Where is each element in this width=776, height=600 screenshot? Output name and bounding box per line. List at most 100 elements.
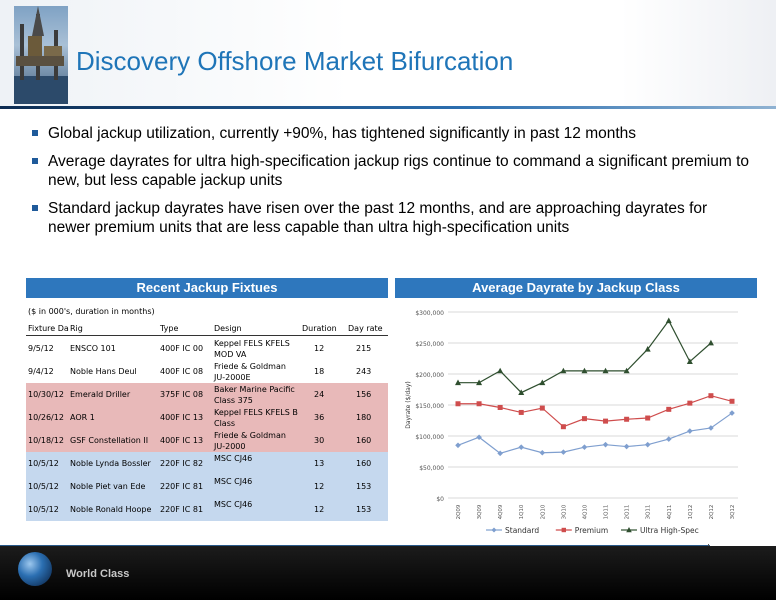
data-point (665, 317, 672, 324)
bullet-text: Global jackup utilization, currently +90… (48, 125, 637, 142)
data-point (644, 441, 651, 448)
table-cell-duration: 24 (314, 390, 325, 399)
x-tick-label: 2Q12 (709, 505, 715, 520)
table-cell-rig: Noble Lynda Bossler (70, 459, 151, 468)
bullet-text: Average dayrates for ultra high-specific… (48, 153, 750, 189)
x-tick-label: 2Q09 (456, 504, 462, 519)
table-cell-design: Keppel FELS KFELS B Class (214, 408, 298, 428)
x-tick-label: 1Q10 (519, 504, 525, 519)
data-point (602, 441, 609, 448)
table-cell-rate: 243 (356, 367, 372, 376)
table-cell-type: 220F IC 81 (160, 482, 204, 491)
data-point (665, 436, 672, 442)
table-cell-date: 9/5/12 (28, 344, 54, 353)
data-point (623, 367, 630, 374)
y-tick-label: $50,000 (419, 465, 444, 472)
table-cell-rate: 153 (356, 482, 372, 491)
table-cell-rig: Noble Hans Deul (70, 367, 137, 376)
chart-panel-header: Average Dayrate by Jackup Class (395, 278, 757, 298)
data-point (518, 409, 524, 415)
bullet-item: Average dayrates for ultra high-specific… (32, 152, 752, 190)
data-point (476, 379, 483, 386)
x-tick-label: 4Q10 (582, 504, 588, 519)
data-point (708, 393, 714, 399)
table-cell-type: 400F IC 00 (160, 344, 204, 353)
legend-marker (626, 527, 632, 533)
bullet-marker (32, 205, 38, 211)
data-point (708, 425, 714, 431)
table-cell-rig: ENSCO 101 (70, 344, 116, 353)
table-cell-rate: 153 (356, 505, 372, 514)
data-point (707, 339, 714, 346)
y-tick-label: $100,000 (415, 434, 444, 441)
table-cell-type: 375F IC 08 (160, 390, 204, 399)
table-row: 10/18/12 GSF Constellation II 400F IC 13 Fr… (26, 429, 388, 452)
data-point (623, 443, 630, 450)
table-note: ($ in 000's, duration in months) (28, 307, 155, 316)
table-cell-date: 10/26/12 (28, 413, 64, 422)
table-cell-rig: Noble Piet van Ede (70, 482, 146, 491)
table-cell-design: Baker Marine Pacific Class 375 (214, 385, 295, 405)
data-point (602, 367, 609, 374)
data-point (518, 389, 525, 395)
x-tick-label: 2Q11 (625, 505, 631, 520)
data-point (603, 418, 609, 424)
data-point (539, 379, 546, 386)
data-point (455, 442, 461, 449)
table-cell-rig: Emerald Driller (70, 390, 131, 399)
table-cell-rate: 215 (356, 344, 372, 353)
table-cell-duration: 12 (314, 344, 325, 353)
table-cell-rate: 156 (356, 390, 372, 399)
footer-brand: World Class (66, 568, 130, 580)
table-cell-date: 10/30/12 (28, 390, 64, 399)
data-point (455, 401, 461, 407)
data-point (687, 428, 693, 434)
data-point (539, 449, 546, 456)
series-line (458, 319, 712, 394)
globe-logo-icon (18, 552, 52, 586)
bullet-item: Global jackup utilization, currently +90… (32, 124, 752, 143)
column-header: Rig (70, 324, 83, 333)
column-header: Design (214, 324, 242, 333)
data-point (455, 379, 461, 386)
legend-marker (491, 527, 497, 533)
table-cell-rate: 160 (356, 459, 372, 468)
data-point (560, 449, 567, 455)
x-tick-label: 1Q11 (604, 505, 610, 520)
y-tick-label: $250,000 (415, 341, 444, 348)
data-point (687, 400, 693, 406)
x-tick-label: 4Q09 (498, 504, 504, 519)
table-row: 10/26/12 AOR 1 400F IC 13 Keppel FELS KFELS… (26, 406, 388, 429)
legend-marker (561, 527, 566, 533)
y-tick-label: $200,000 (415, 372, 444, 379)
data-point (581, 416, 587, 422)
header-divider (0, 106, 776, 109)
table-cell-duration: 12 (314, 482, 325, 491)
table-row: 9/5/12 ENSCO 101 400F IC 00 Keppel FELS KFE… (26, 337, 388, 360)
table-cell-duration: 36 (314, 413, 325, 422)
table-header: Fixture Da Rig Type Design Duration Day … (26, 321, 388, 336)
data-point (644, 346, 651, 352)
table-cell-design: Keppel FELS KFELS MOD VA (214, 339, 290, 359)
table-cell-type: 220F IC 81 (160, 505, 204, 514)
footer-bar (0, 546, 776, 600)
series-line (457, 412, 733, 455)
data-point (624, 416, 630, 422)
bullet-text: Standard jackup dayrates have risen over… (48, 200, 708, 236)
column-header: Duration (302, 324, 337, 333)
table-row: 9/4/12 Noble Hans Deul 400F IC 08 Friede & … (26, 360, 388, 383)
table-cell-rate: 160 (356, 436, 372, 445)
table-cell-date: 10/5/12 (28, 459, 59, 468)
dayrate-chart: $0 $50,000 $100,000 $150,000 $200,000 $250,00… (398, 300, 748, 540)
column-header: Type (160, 324, 179, 333)
data-point (581, 367, 588, 374)
table-cell-duration: 18 (314, 367, 325, 376)
data-point (581, 444, 588, 450)
table-cell-design: MSC CJ46 (214, 454, 253, 463)
series-line (458, 395, 733, 428)
x-tick-label: 3Q10 (561, 504, 567, 519)
table-cell-duration: 12 (314, 505, 325, 514)
offshore-rig-photo (14, 6, 68, 104)
table-row: 10/5/12 Noble Piet van Ede 220F IC 81 MSC C… (26, 475, 388, 498)
data-point (518, 444, 525, 450)
